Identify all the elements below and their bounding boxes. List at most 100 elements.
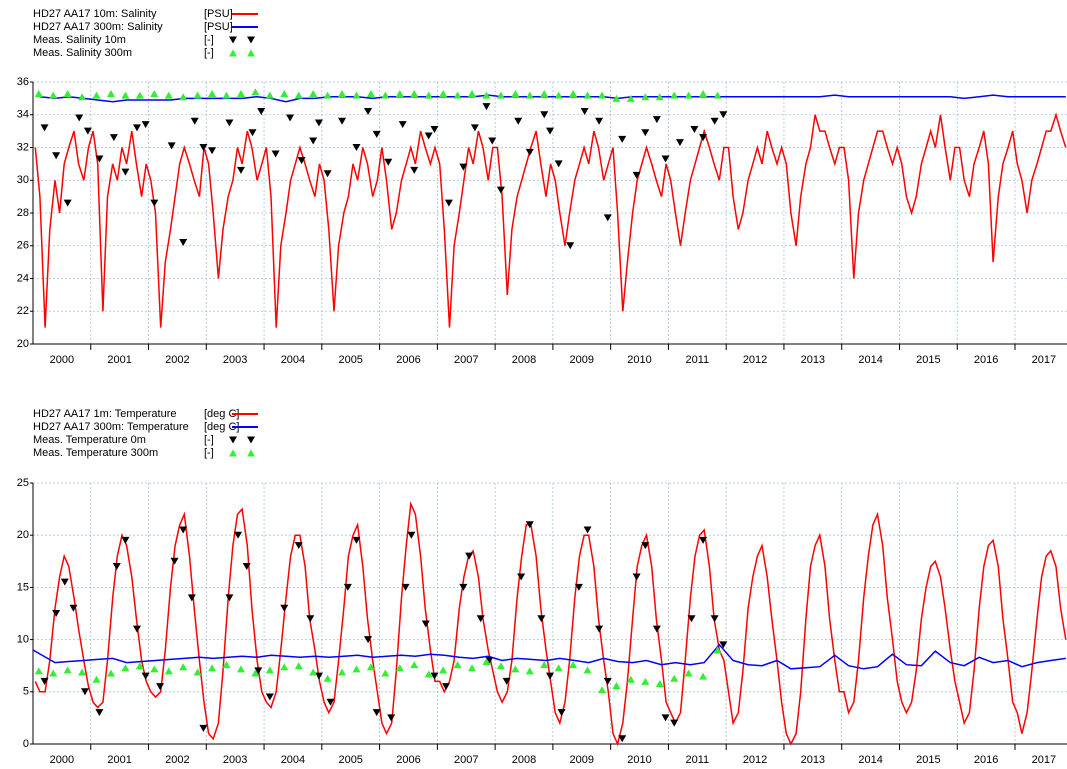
marker [265, 91, 274, 99]
marker [352, 536, 361, 544]
marker [525, 667, 534, 675]
marker [430, 672, 439, 680]
marker [106, 669, 115, 677]
marker [49, 91, 58, 99]
marker [641, 129, 650, 137]
marker [684, 91, 693, 99]
x-tick-label: 2001 [107, 754, 131, 766]
marker [80, 688, 89, 696]
x-tick-label: 2007 [454, 754, 478, 766]
marker [112, 563, 121, 571]
x-tick-label: 2003 [223, 354, 247, 366]
marker [511, 665, 520, 673]
marker [179, 238, 188, 246]
marker [612, 682, 621, 690]
marker [280, 663, 289, 671]
marker [583, 91, 592, 99]
marker [540, 661, 549, 669]
marker [597, 91, 606, 99]
y-tick-label: 32 [17, 141, 29, 153]
marker [251, 88, 260, 96]
marker [323, 91, 332, 99]
legend-label: HD27 AA17 10m: Salinity [33, 8, 157, 20]
marker [309, 668, 318, 676]
y-tick-label: 28 [17, 207, 29, 219]
marker [199, 144, 208, 151]
marker [699, 89, 708, 97]
marker [502, 677, 511, 685]
marker [343, 583, 352, 591]
marker [193, 91, 202, 99]
marker [170, 557, 179, 565]
marker [442, 683, 451, 691]
marker [187, 594, 196, 602]
legend-unit: [PSU] [204, 21, 233, 33]
marker [294, 91, 303, 99]
marker [236, 89, 245, 97]
marker [719, 111, 728, 119]
marker [121, 664, 130, 672]
marker [430, 125, 439, 133]
marker [410, 89, 419, 97]
marker [632, 171, 641, 179]
marker [193, 668, 202, 676]
marker [652, 116, 661, 124]
marker [684, 669, 693, 677]
marker [150, 199, 159, 207]
legend-swatch [229, 49, 237, 57]
marker [670, 91, 679, 99]
marker [687, 615, 696, 623]
marker [488, 137, 497, 145]
marker [514, 117, 523, 125]
marker [453, 91, 462, 99]
marker [141, 121, 150, 129]
marker [401, 583, 410, 591]
marker [710, 117, 719, 125]
x-tick-label: 2007 [454, 354, 478, 366]
marker [580, 107, 589, 115]
marker [40, 677, 49, 685]
series-line [32, 643, 1066, 670]
legend-unit: [deg C] [204, 408, 239, 420]
marker [34, 667, 43, 675]
marker [424, 670, 433, 678]
marker [52, 610, 61, 617]
marker [150, 89, 159, 97]
marker [132, 124, 141, 132]
marker [476, 615, 485, 623]
marker [179, 93, 188, 101]
legend-label: Meas. Temperature 300m [33, 447, 158, 459]
marker [167, 142, 176, 150]
marker [540, 89, 549, 97]
marker [525, 521, 534, 529]
x-tick-label: 2000 [50, 754, 74, 766]
x-tick-label: 2011 [685, 354, 709, 366]
marker [254, 667, 263, 675]
marker [444, 199, 453, 207]
marker [641, 93, 650, 101]
marker [106, 89, 115, 97]
legend-unit: [deg C] [204, 421, 239, 433]
x-tick-label: 2002 [165, 754, 189, 766]
x-tick-label: 2004 [281, 754, 305, 766]
y-tick-label: 5 [23, 686, 29, 698]
marker [156, 683, 165, 691]
marker [699, 134, 708, 142]
legend-swatch [247, 36, 255, 44]
y-tick-label: 36 [17, 76, 29, 88]
legend-swatch [229, 36, 237, 44]
marker [121, 168, 130, 176]
marker [699, 672, 708, 680]
marker [525, 148, 534, 156]
marker [618, 735, 627, 743]
marker [280, 89, 289, 97]
marker [222, 91, 231, 99]
marker [309, 137, 318, 145]
marker [583, 526, 592, 534]
marker [69, 604, 78, 612]
y-tick-label: 20 [17, 338, 29, 350]
marker [265, 666, 274, 674]
marker [675, 139, 684, 147]
marker [525, 91, 534, 99]
